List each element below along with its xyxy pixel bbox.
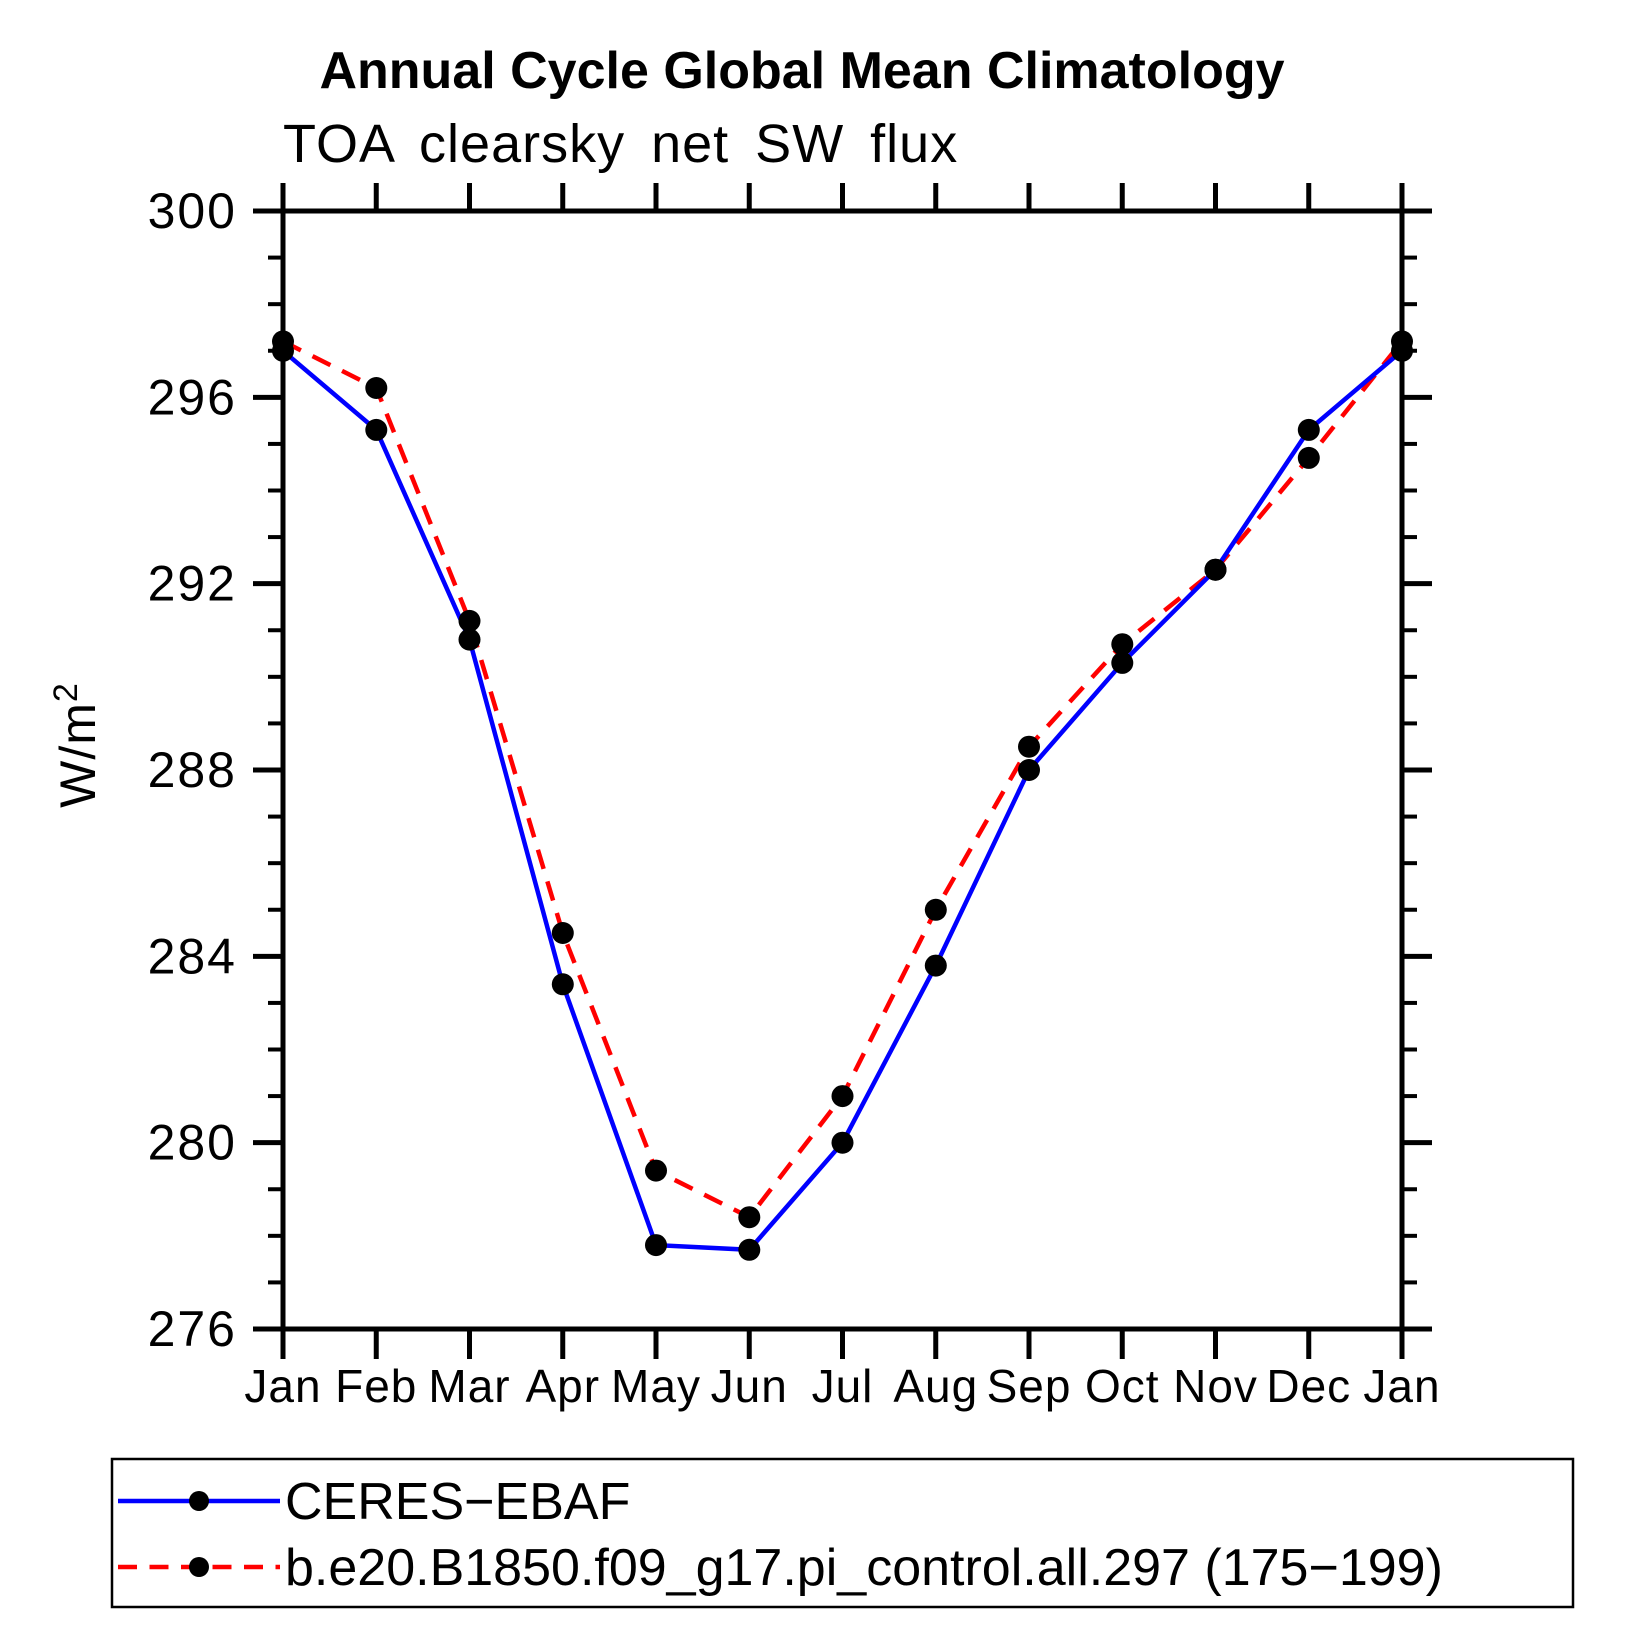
plot-box [280, 208, 1405, 1332]
data-point-marker [738, 1206, 761, 1229]
y-tick-label: 284 [148, 928, 237, 984]
chart-title: Annual Cycle Global Mean Climatology [319, 42, 1284, 100]
y-tick-label: 288 [148, 742, 237, 798]
data-point-marker [272, 330, 294, 353]
data-point-marker [831, 1085, 854, 1108]
data-point-marker [1111, 651, 1134, 674]
legend-swatches [118, 1491, 280, 1577]
y-tick-label: 280 [148, 1115, 237, 1171]
x-tick-label: May [611, 1360, 701, 1412]
y-tick-label: 300 [148, 183, 237, 239]
x-tick-labels: Jan Feb Mar Apr May Jun Jul Aug Sep Oct Nov Dec Jan [244, 1360, 1440, 1412]
data-point-marker [1018, 759, 1040, 781]
legend-swatch-marker-0 [189, 1491, 209, 1511]
y-tick-labels: 300 296 292 288 284 280 276 [148, 183, 237, 1357]
data-point-marker [1204, 558, 1227, 581]
y-tick-label: 276 [148, 1301, 237, 1357]
legend-label-ceres: CERES−EBAF [285, 1473, 630, 1531]
x-tick-label: Aug [893, 1360, 978, 1412]
data-point-marker [1018, 735, 1040, 758]
data-point-marker [551, 922, 574, 944]
y-axis-label: W/m2 [47, 682, 106, 808]
legend-box [110, 1457, 1575, 1609]
x-tick-label: Dec [1266, 1360, 1351, 1412]
series-lines [281, 339, 1404, 1253]
data-point-marker [645, 1159, 667, 1182]
x-tick-label: Jan [1363, 1360, 1440, 1412]
y-tick-label: 296 [148, 369, 237, 425]
data-point-marker [365, 418, 388, 441]
x-tick-label: Jul [812, 1360, 874, 1412]
legend-swatch-marker-1 [189, 1557, 209, 1577]
y-tick-label: 292 [148, 556, 237, 612]
x-tick-label: Jan [244, 1360, 321, 1412]
data-point-marker [365, 377, 388, 399]
data-point-marker [831, 1131, 854, 1154]
data-point-marker [551, 973, 574, 996]
data-point-markers [272, 330, 1413, 1261]
data-point-marker [1297, 446, 1320, 469]
series-line-0 [281, 349, 1404, 1253]
data-point-marker [1391, 330, 1413, 353]
chart-subtitle: TOA clearsky net SW flux [283, 114, 958, 174]
x-tick-label: Sep [987, 1360, 1072, 1412]
x-tick-label: Nov [1173, 1360, 1258, 1412]
x-tick-label: Apr [525, 1360, 600, 1412]
data-point-marker [1111, 633, 1134, 656]
x-tick-label: Jun [711, 1360, 788, 1412]
legend: CERES−EBAF b.e20.B1850.f09_g17.pi_contro… [110, 1457, 1575, 1609]
data-point-marker [924, 898, 947, 921]
data-point-marker [924, 954, 947, 977]
x-tick-label: Mar [428, 1360, 510, 1412]
data-point-marker [645, 1234, 667, 1257]
legend-label-model: b.e20.B1850.f09_g17.pi_control.all.297 (… [285, 1539, 1443, 1597]
plot-axes [253, 183, 1432, 1359]
data-point-marker [738, 1238, 761, 1261]
x-tick-label: Feb [335, 1360, 417, 1412]
data-point-marker [458, 609, 481, 632]
data-point-marker [1297, 418, 1320, 441]
x-tick-label: Oct [1085, 1360, 1160, 1412]
data-point-marker [458, 628, 481, 651]
